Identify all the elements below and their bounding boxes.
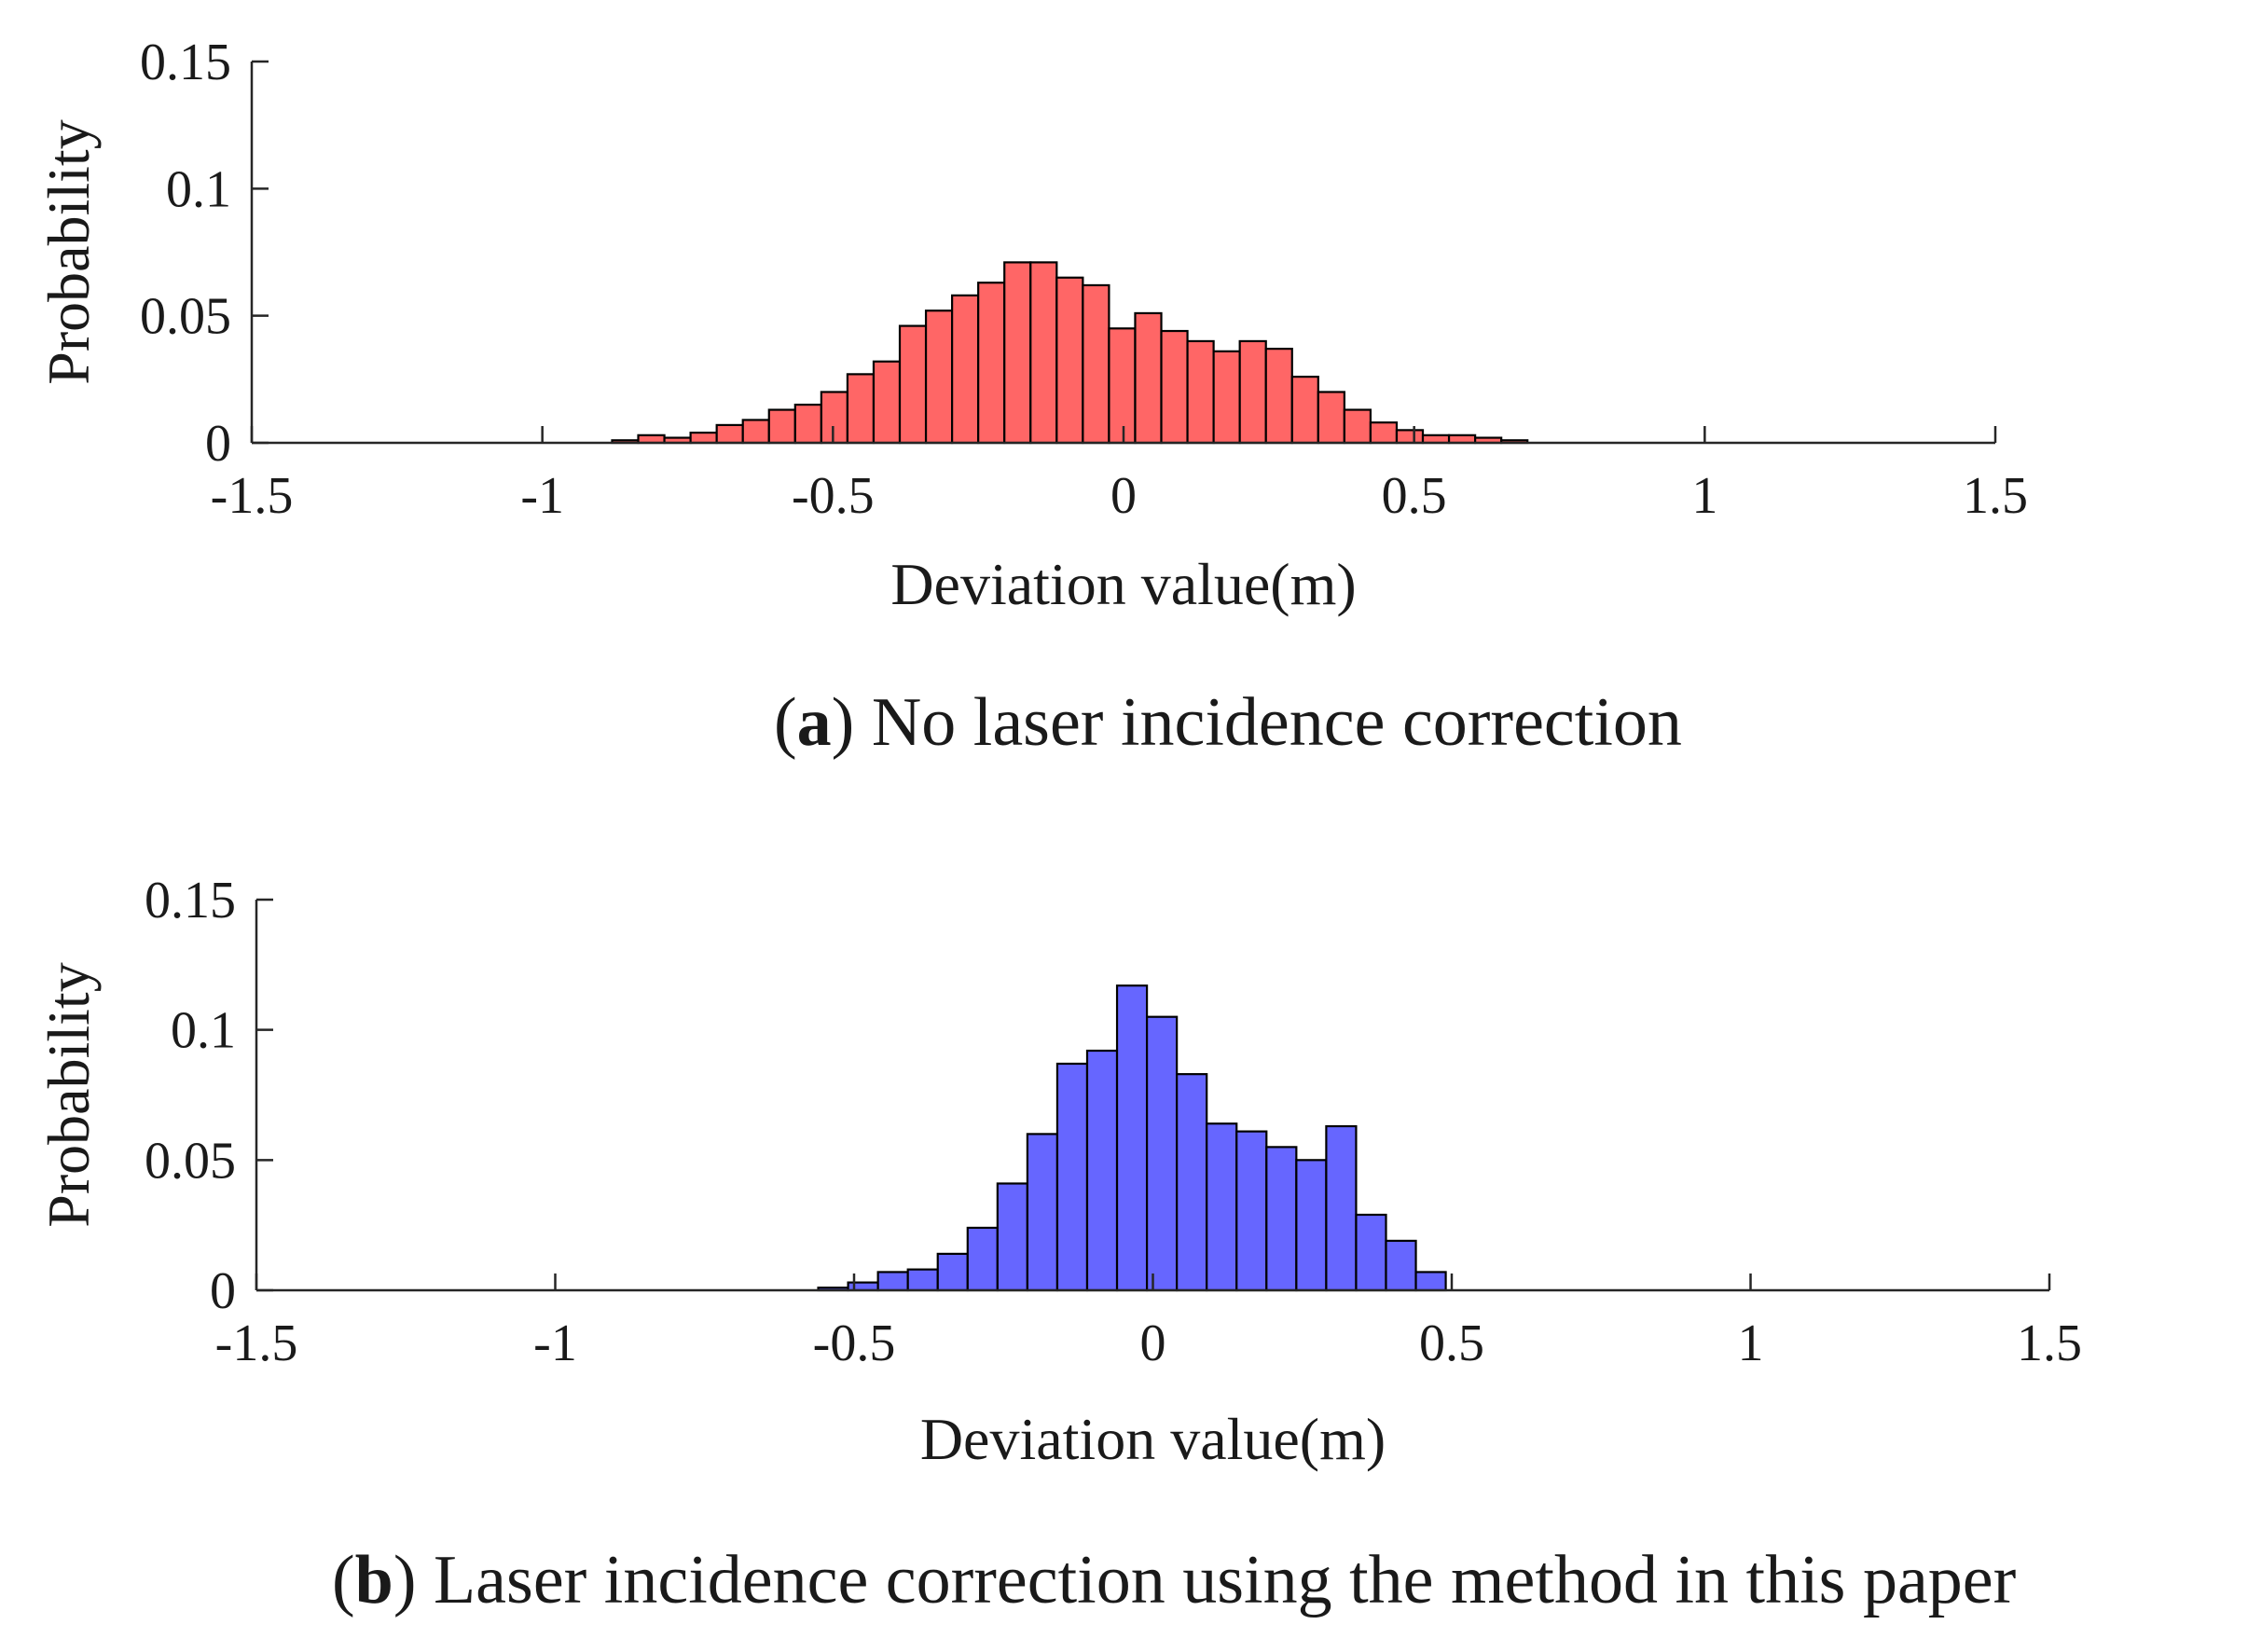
histogram-bar (1176, 1073, 1208, 1292)
caption-letter-b: b (354, 1542, 393, 1618)
y-tick-label: 0 (205, 415, 231, 473)
x-tick-label: -0.5 (792, 467, 875, 525)
caption-text-b: Laser incidence correction using the met… (433, 1542, 2017, 1618)
histogram-bar (924, 310, 954, 445)
histogram-bar (1395, 429, 1425, 445)
caption-text-a: No laser incidence correction (871, 684, 1682, 761)
histogram-bar (689, 431, 718, 445)
x-tick-label: -0.5 (813, 1315, 896, 1372)
x-tick-label: 1.5 (2017, 1315, 2082, 1372)
x-tick-label: 1 (1738, 1315, 1764, 1372)
x-tick-label: 0.5 (1382, 467, 1447, 525)
x-tick-label: -1 (533, 1315, 577, 1372)
x-tick-label: -1.5 (211, 467, 294, 525)
histogram-bar (1108, 327, 1137, 445)
histogram-panel-a: -1.5 -1 -0.5 0 0.5 1 1.5 0 0.05 0.1 0.15 Deviation … (35, 34, 2028, 617)
y-tick-label: 0.15 (140, 34, 231, 91)
histogram-bar (1186, 339, 1215, 445)
y-tick-label: 0.1 (171, 1002, 236, 1060)
histogram-bar (1082, 283, 1110, 445)
histogram-bar (793, 404, 822, 445)
x-tick-label: -1.5 (215, 1315, 298, 1372)
histogram-bar (847, 1281, 879, 1292)
caption-letter-a: a (796, 684, 832, 761)
histogram-bar (1264, 348, 1293, 445)
x-tick-label: 1 (1691, 467, 1717, 525)
histogram-bar (1235, 1130, 1268, 1292)
histogram-bar (1115, 984, 1149, 1292)
histogram-bar (898, 324, 928, 445)
histogram-bar (951, 294, 980, 445)
histogram-bar (1206, 1122, 1238, 1292)
histogram-bar (715, 423, 744, 445)
histogram-bar (966, 1226, 999, 1292)
histogram-bar (1134, 311, 1163, 445)
histogram-bar (1369, 421, 1399, 445)
histogram-bar (876, 1271, 909, 1292)
histogram-bar (1295, 1159, 1328, 1292)
y-tick-label: 0.15 (145, 872, 236, 929)
histogram-bar (820, 391, 849, 445)
y-tick-label: 0.1 (166, 160, 231, 218)
histogram-bar (1145, 1015, 1179, 1292)
histogram-bar (1003, 261, 1032, 445)
histogram-bar (1355, 1213, 1387, 1292)
histogram-bar (1026, 1133, 1059, 1292)
x-tick-label: -1 (520, 467, 564, 525)
histogram-bar (977, 282, 1006, 445)
x-tick-label: 0 (1140, 1315, 1166, 1372)
histogram-bar (1212, 350, 1241, 445)
histogram-bar (1414, 1271, 1447, 1292)
caption-panel-a: (a) No laser incidence correction (774, 684, 1682, 761)
histogram-bar (767, 408, 796, 445)
histogram-bar (1160, 329, 1189, 445)
histogram-bar (996, 1182, 1028, 1292)
histogram-bar (1055, 276, 1084, 445)
x-tick-label: 0 (1110, 467, 1137, 525)
histogram-bar (1085, 1049, 1119, 1292)
histogram-bar (741, 419, 770, 445)
histogram-bar (1343, 408, 1372, 445)
y-axis-label: Probability (35, 119, 102, 384)
histogram-bar (1325, 1124, 1358, 1292)
histogram-bar (1385, 1239, 1417, 1292)
histogram-bar (846, 373, 876, 445)
histogram-bar (872, 360, 902, 445)
histogram-panel-b: -1.5 -1 -0.5 0 0.5 1 1.5 0 0.05 0.1 0.15 Deviation … (35, 872, 2082, 1472)
x-axis-label: Deviation value(m) (890, 551, 1356, 617)
histogram-bar (1317, 391, 1345, 445)
histogram-bar (1055, 1062, 1089, 1292)
y-tick-label: 0.05 (145, 1132, 236, 1190)
x-axis-label: Deviation value(m) (920, 1406, 1386, 1472)
x-tick-label: 1.5 (1963, 467, 2028, 525)
y-axis-label: Probability (35, 962, 102, 1227)
histogram-bar (1029, 261, 1058, 445)
caption-panel-b: (b) Laser incidence correction using the… (332, 1542, 2017, 1618)
histogram-bar (1238, 339, 1267, 445)
x-tick-label: 0.5 (1419, 1315, 1484, 1372)
y-tick-label: 0 (210, 1262, 236, 1320)
y-tick-label: 0.05 (140, 288, 231, 346)
histogram-bar (906, 1268, 939, 1292)
histogram-bar (1290, 376, 1319, 445)
histogram-bar (1265, 1146, 1298, 1292)
histogram-bar (936, 1252, 969, 1292)
